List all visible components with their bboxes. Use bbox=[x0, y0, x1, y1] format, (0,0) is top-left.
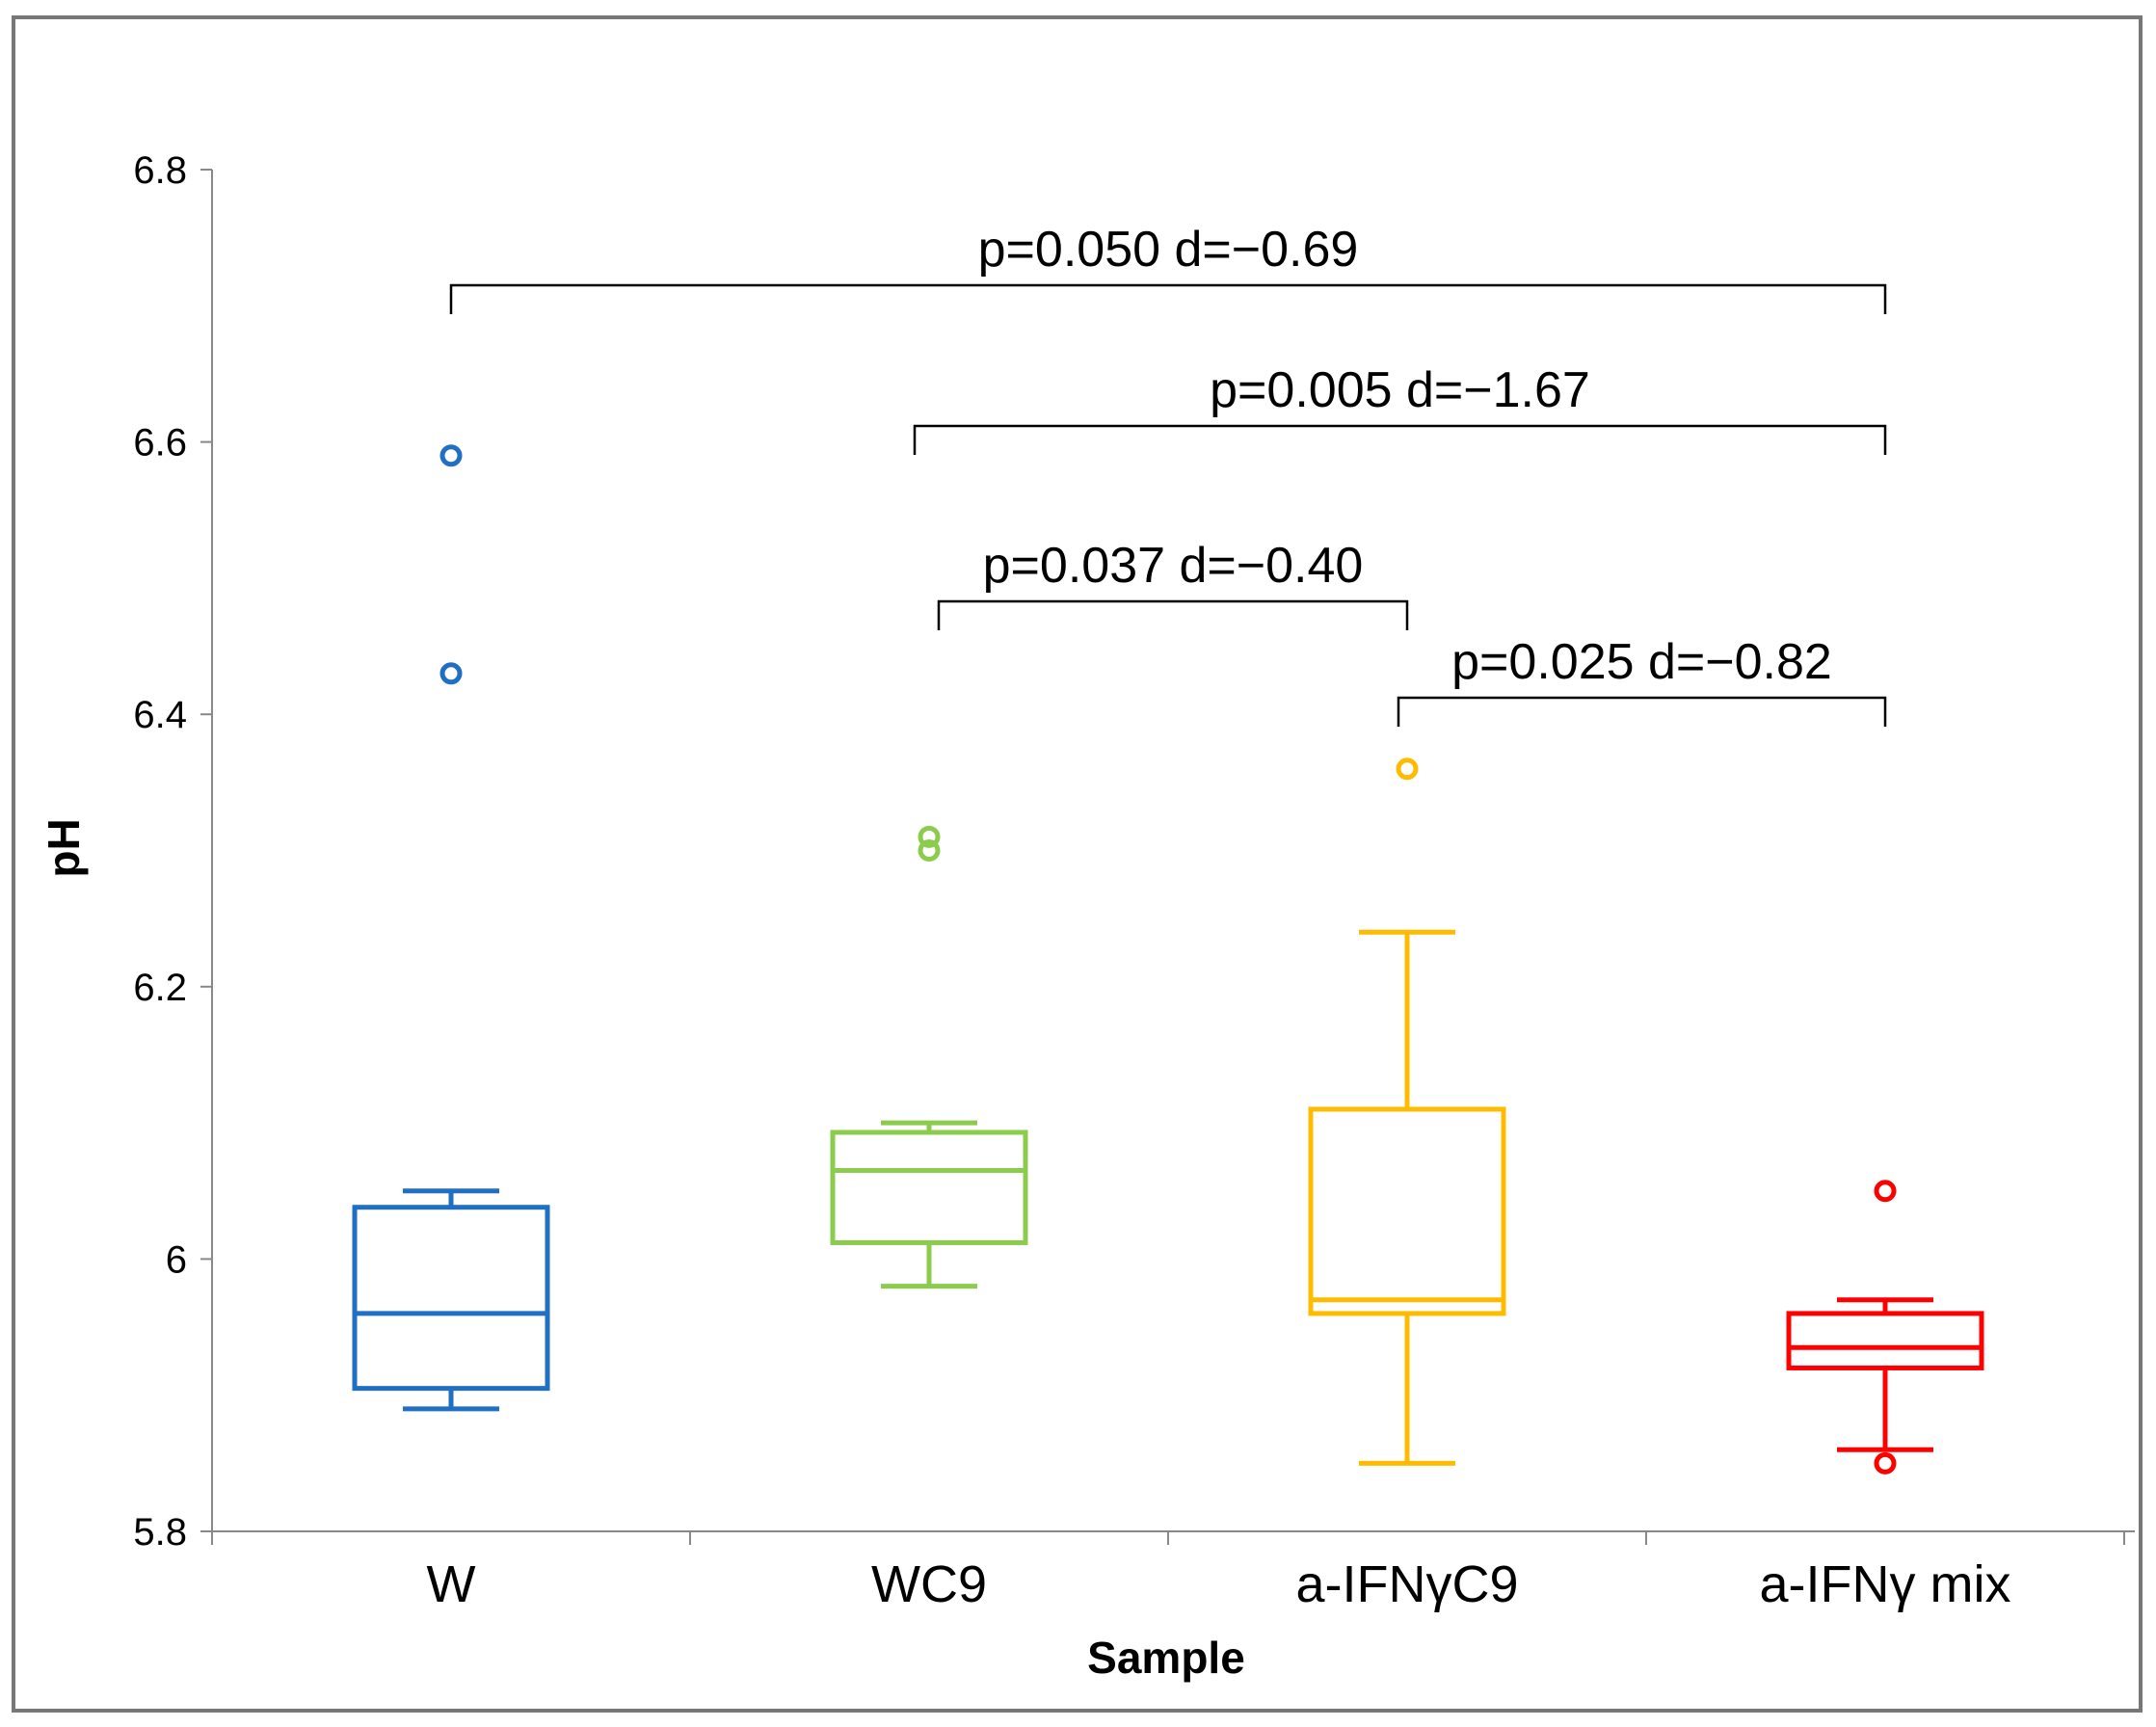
y-axis-title: pH bbox=[39, 818, 89, 877]
iqr-box bbox=[1308, 1106, 1506, 1316]
box-series bbox=[352, 444, 1984, 1475]
outlier-point bbox=[1396, 757, 1419, 781]
bracket-line bbox=[937, 599, 1409, 630]
x-category-label: a-IFNγ mix bbox=[1760, 1555, 2011, 1613]
bracket-4 bbox=[1397, 696, 1887, 727]
outlier-point bbox=[1874, 1451, 1897, 1475]
significance-brackets: p=0.050 d=−0.69 p=0.005 d=−1.67 p=0.037 d=… bbox=[449, 222, 1887, 727]
bracket-2 bbox=[913, 424, 1887, 455]
outlier-point bbox=[439, 444, 463, 467]
bracket-3 bbox=[937, 599, 1409, 630]
figure-frame bbox=[12, 15, 2143, 1713]
iqr-box bbox=[830, 1129, 1028, 1245]
bracket-line bbox=[449, 283, 1887, 314]
box-4 bbox=[1786, 1180, 1984, 1475]
bracket-label: p=0.037 d=−0.40 bbox=[983, 538, 1364, 594]
bracket-label: p=0.050 d=−0.69 bbox=[978, 222, 1359, 278]
outlier-point bbox=[439, 662, 463, 685]
y-tick-label: 6.4 bbox=[133, 694, 187, 736]
x-category-label: W bbox=[427, 1555, 476, 1613]
x-axis: W WC9 a-IFNγC9 a-IFNγ mix bbox=[211, 1530, 2135, 1613]
bracket-line bbox=[1397, 696, 1887, 727]
outlier-point bbox=[1874, 1180, 1897, 1203]
box-1 bbox=[352, 444, 550, 1412]
y-tick-label: 5.8 bbox=[133, 1511, 187, 1554]
y-tick-label: 6.8 bbox=[133, 149, 187, 192]
outlier-point bbox=[918, 825, 941, 848]
bracket-label: p=0.025 d=−0.82 bbox=[1451, 634, 1832, 690]
bracket-label: p=0.005 d=−1.67 bbox=[1210, 362, 1590, 418]
iqr-box bbox=[1786, 1311, 1984, 1370]
x-category-label: a-IFNγC9 bbox=[1295, 1555, 1518, 1613]
x-axis-title: Sample bbox=[1087, 1633, 1245, 1683]
x-category-label: WC9 bbox=[871, 1555, 987, 1613]
y-tick-label: 6.6 bbox=[133, 422, 187, 465]
y-tick-label: 6 bbox=[166, 1238, 187, 1281]
iqr-box bbox=[352, 1205, 550, 1392]
bracket-line bbox=[913, 424, 1887, 455]
outlier-point bbox=[918, 839, 941, 862]
box-3 bbox=[1308, 757, 1506, 1466]
box-2 bbox=[830, 825, 1028, 1289]
y-tick-label: 6.2 bbox=[133, 967, 187, 1009]
bracket-1 bbox=[449, 283, 1887, 314]
y-axis: 5.8 6 6.2 6.4 6.6 6.8 bbox=[133, 149, 213, 1554]
